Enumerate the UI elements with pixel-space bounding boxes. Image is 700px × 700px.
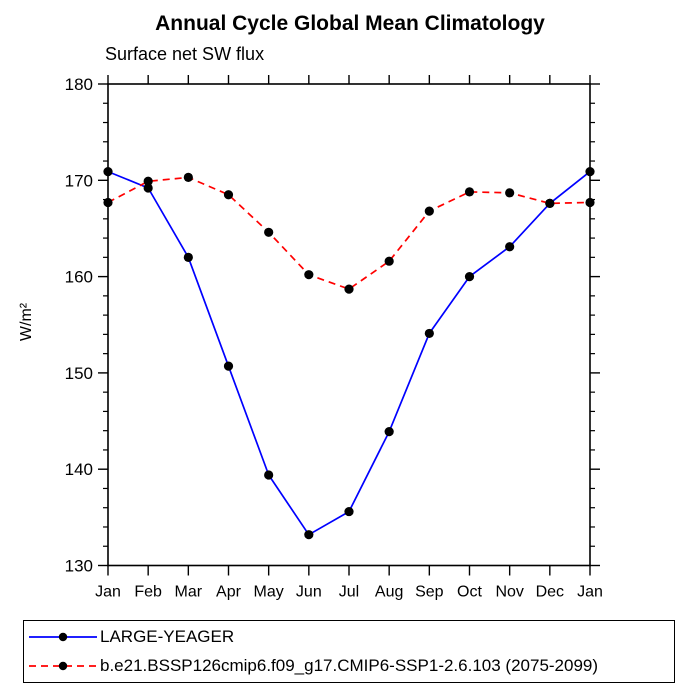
legend-marker-dot	[58, 661, 68, 671]
data-point-marker	[183, 172, 193, 183]
data-point-marker	[505, 242, 515, 252]
data-point-marker	[223, 190, 234, 200]
x-tick-label: Aug	[375, 584, 403, 601]
data-point-marker	[344, 284, 354, 294]
y-tick-label: 140	[65, 460, 93, 479]
legend-row: LARGE-YEAGER	[24, 623, 674, 651]
x-tick-label: Mar	[175, 584, 203, 601]
x-tick-label: Jul	[339, 584, 359, 601]
x-tick-label: Jun	[296, 584, 322, 601]
data-point-marker	[103, 197, 113, 208]
legend-label: LARGE-YEAGER	[100, 627, 235, 646]
data-point-marker	[103, 167, 113, 177]
data-point-marker	[143, 183, 153, 193]
legend-swatch-dashed-line-dot	[29, 661, 97, 671]
data-point-marker	[464, 187, 475, 197]
data-point-marker	[384, 427, 394, 437]
series-line-0	[107, 170, 591, 536]
y-tick-label: 130	[65, 557, 93, 576]
x-tick-label: Dec	[536, 584, 564, 601]
legend-row: b.e21.BSSP126cmip6.f09_g17.CMIP6-SSP1-2.…	[24, 652, 674, 680]
data-point-marker	[424, 328, 434, 339]
data-point-marker	[143, 176, 153, 186]
x-tick-label: Nov	[495, 584, 523, 601]
data-point-marker	[304, 530, 314, 540]
legend-box: LARGE-YEAGER b.e21.BSSP126cmip6.f09_g17.…	[23, 620, 675, 683]
x-tick-label: Jan	[577, 584, 603, 601]
data-point-marker	[464, 272, 475, 282]
x-tick-label: Apr	[216, 584, 242, 601]
x-tick-label: Sep	[415, 584, 444, 601]
chart-title: Annual Cycle Global Mean Climatology	[155, 12, 545, 35]
data-point-marker	[183, 252, 193, 262]
legend-swatch-solid-line-dot	[29, 632, 97, 642]
data-point-marker	[505, 188, 515, 198]
data-point-marker	[264, 470, 274, 480]
data-point-marker	[223, 361, 234, 371]
x-tick-label: May	[254, 584, 284, 601]
x-tick-label: Feb	[134, 584, 162, 601]
x-tick-label: Jan	[95, 584, 121, 601]
y-tick-label: 180	[65, 75, 93, 94]
data-point-marker	[585, 197, 595, 208]
y-tick-label: 160	[65, 268, 93, 287]
data-point-marker	[424, 206, 434, 216]
data-point-marker	[304, 270, 314, 280]
y-tick-label: 170	[65, 171, 93, 190]
legend-marker-dot	[58, 632, 68, 642]
x-tick-label: Oct	[457, 584, 482, 601]
y-tick-label: 150	[65, 364, 93, 383]
data-point-marker	[585, 167, 595, 177]
data-point-marker	[384, 256, 394, 266]
data-point-marker	[344, 506, 354, 517]
series-line-1	[107, 176, 591, 290]
data-point-marker	[264, 227, 274, 237]
data-point-marker	[545, 198, 555, 209]
legend-label: b.e21.BSSP126cmip6.f09_g17.CMIP6-SSP1-2.…	[100, 656, 599, 675]
plot-frame	[107, 83, 591, 567]
chart-subtitle: Surface net SW flux	[105, 44, 265, 64]
